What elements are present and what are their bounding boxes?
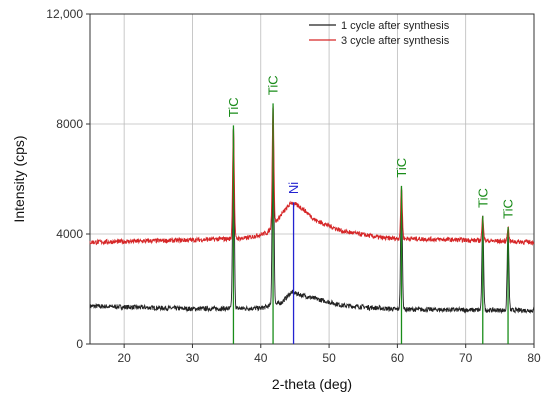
series-layer [89, 106, 535, 315]
peak-label: TiC [226, 97, 241, 117]
y-tick-label: 4000 [56, 227, 83, 241]
series-line-1 [89, 107, 535, 315]
x-tick-label: 40 [254, 351, 268, 365]
x-axis-ticks: 20 30 40 50 60 70 80 [117, 344, 541, 365]
x-tick-label: 50 [322, 351, 336, 365]
x-tick-label: 30 [186, 351, 200, 365]
x-axis-title: 2-theta (deg) [272, 376, 352, 392]
y-tick-label: 8000 [56, 117, 83, 131]
x-tick-label: 70 [459, 351, 473, 365]
y-tick-label: 0 [76, 337, 83, 351]
peak-label: Ni [286, 182, 301, 194]
series-line-2 [89, 106, 535, 246]
x-tick-label: 80 [527, 351, 541, 365]
y-axis-title: Intensity (cps) [11, 135, 27, 222]
peak-label: TiC [501, 199, 516, 219]
legend: 1 cycle after synthesis 3 cycle after syn… [309, 20, 450, 47]
grid [90, 13, 535, 345]
x-tick-label: 20 [117, 351, 131, 365]
legend-entry: 3 cycle after synthesis [341, 35, 450, 47]
peak-marker-layer: TiC TiC Ni TiC TiC TiC [226, 75, 516, 344]
peak-label: TiC [266, 75, 281, 95]
y-tick-label: 12,000 [46, 7, 83, 21]
x-tick-label: 60 [391, 351, 405, 365]
y-axis-ticks: 0 4000 8000 12,000 [46, 7, 90, 351]
peak-label: TiC [394, 158, 409, 178]
legend-entry: 1 cycle after synthesis [341, 20, 450, 32]
plot-frame [89, 13, 535, 345]
peak-label: TiC [475, 188, 490, 208]
